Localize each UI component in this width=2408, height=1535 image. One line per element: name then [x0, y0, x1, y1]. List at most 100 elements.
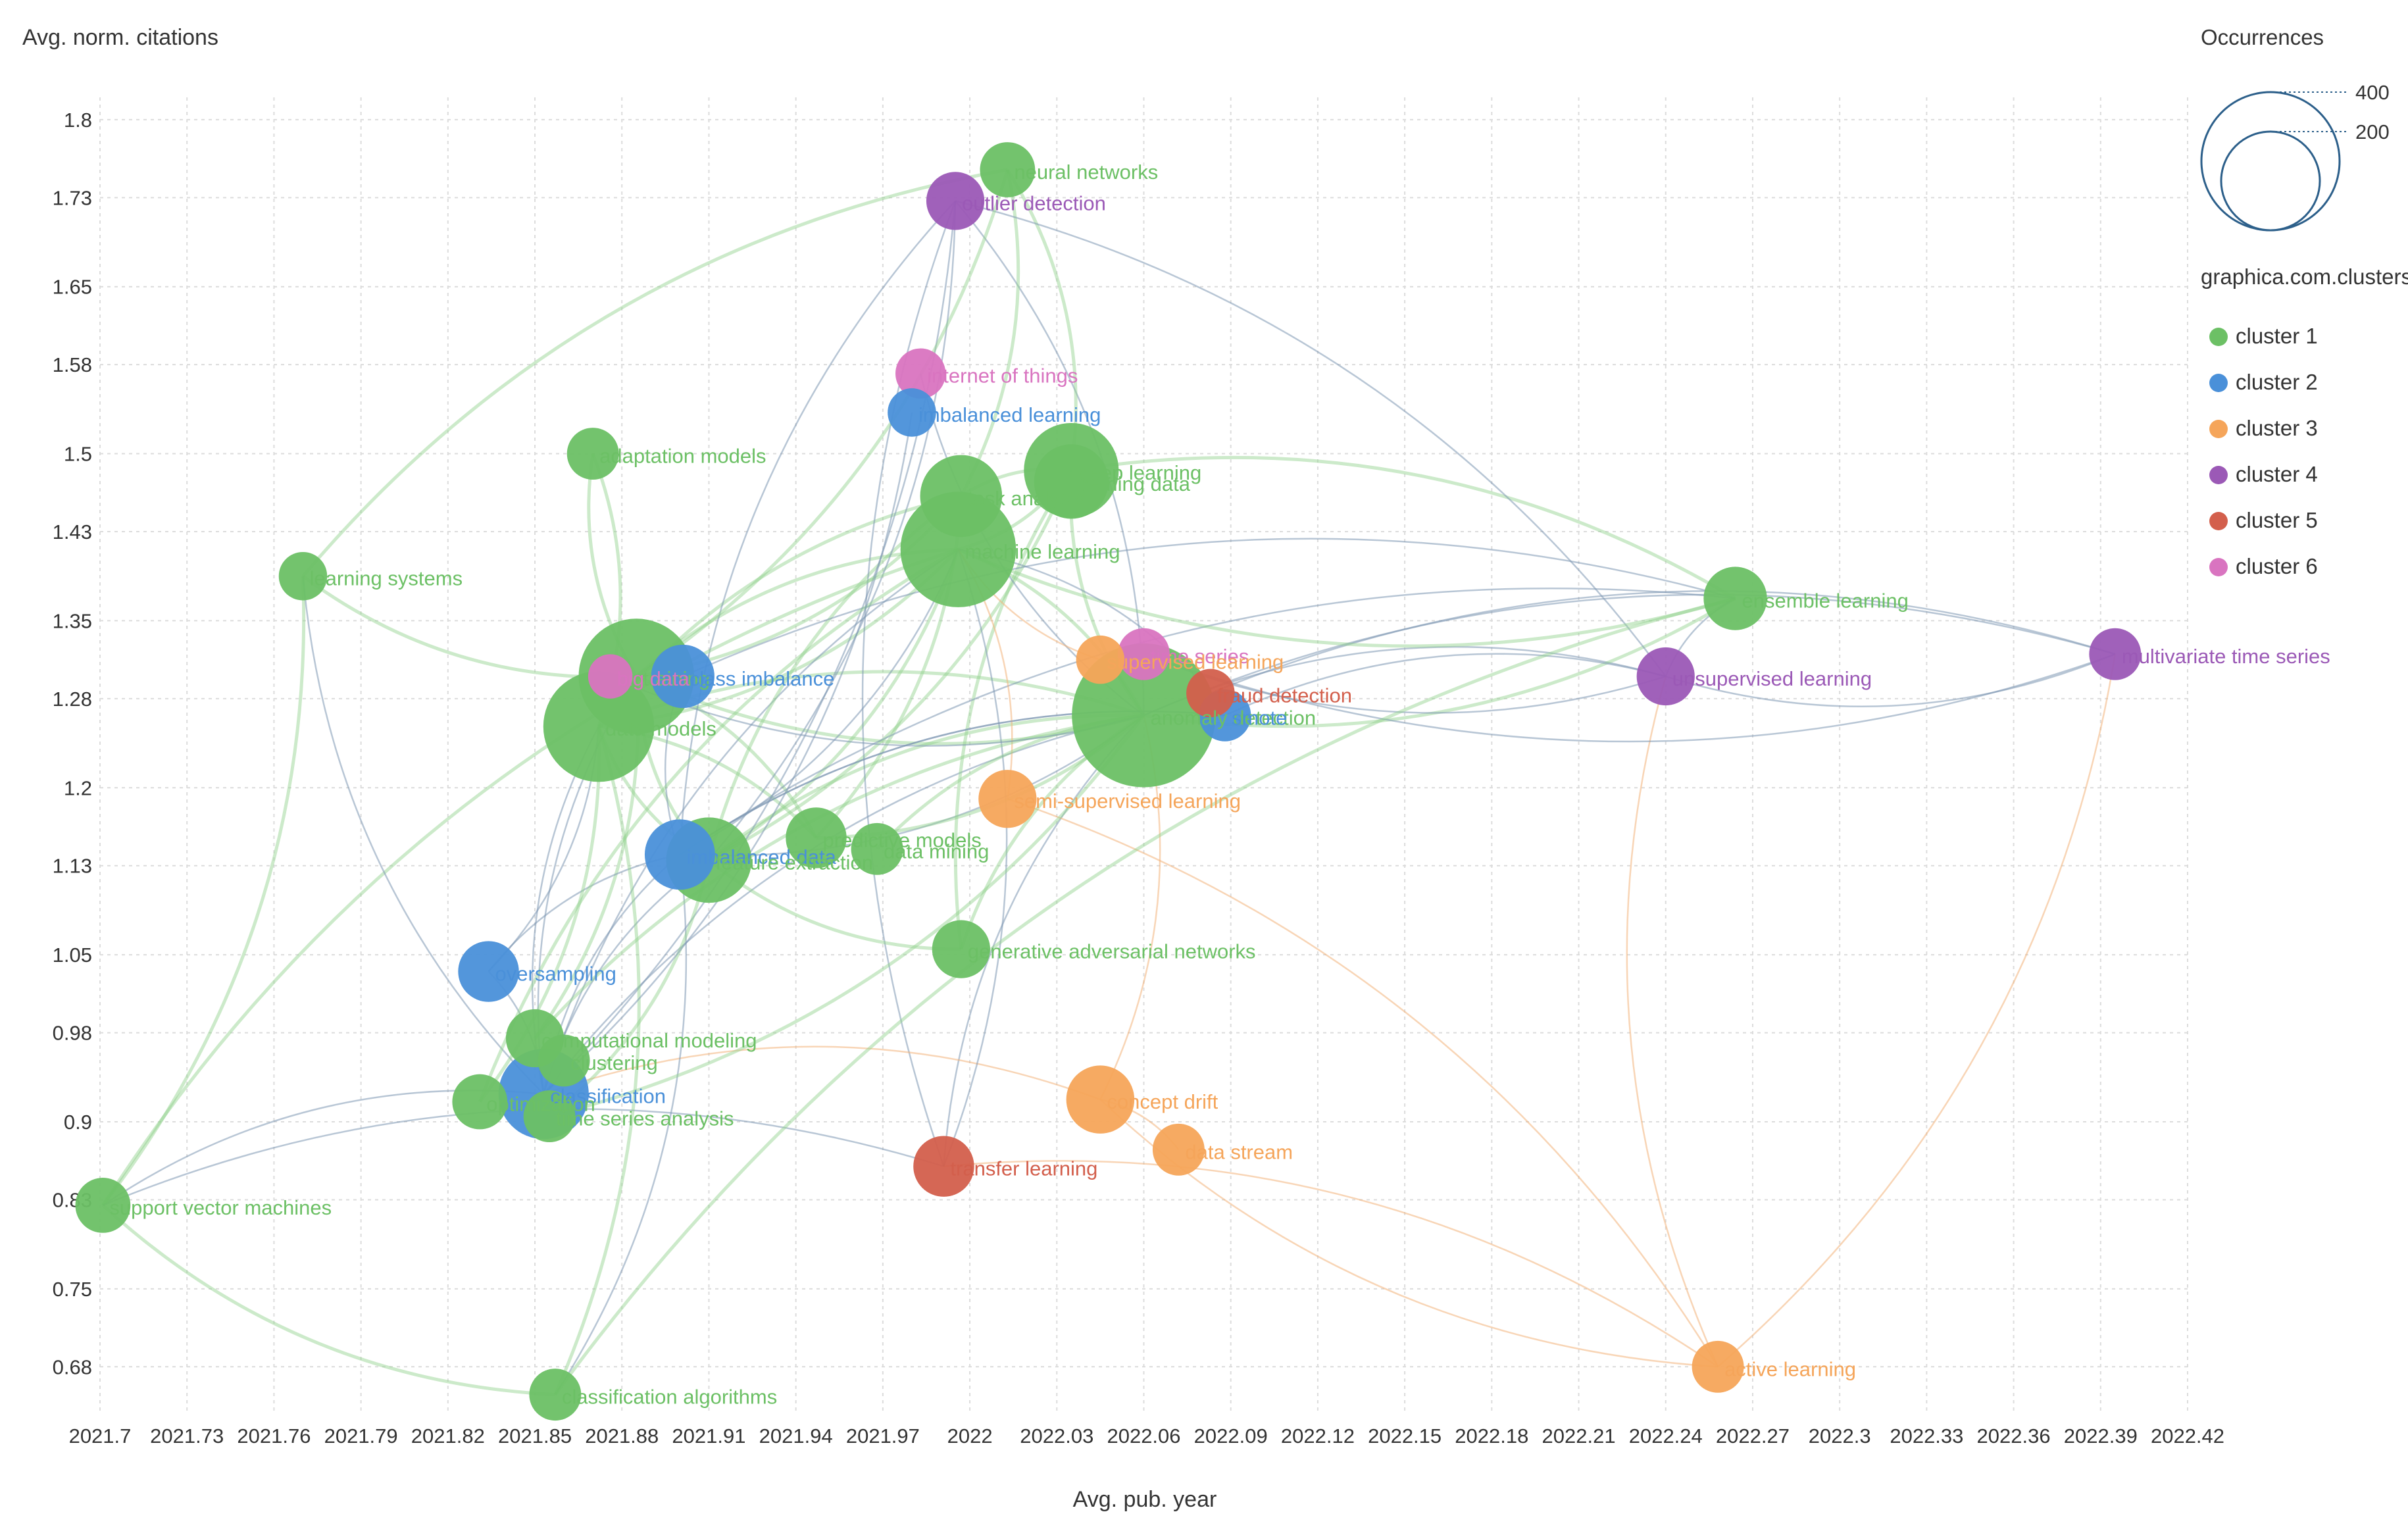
- network-link: [1665, 653, 2116, 707]
- node-label-multivariate-time-series: multivariate time series: [2122, 645, 2330, 668]
- node-internet-of-things[interactable]: [895, 348, 946, 399]
- node-imbalanced-data[interactable]: [644, 819, 715, 890]
- network-link: [553, 726, 641, 1396]
- node-label-imbalanced-learning: imbalanced learning: [918, 403, 1101, 426]
- node-fraud-detection[interactable]: [1186, 668, 1235, 718]
- network-link: [679, 587, 1736, 855]
- network-link: [679, 200, 956, 855]
- network-link: [554, 854, 688, 1396]
- network-link: [708, 469, 1073, 862]
- node-outlier-detection[interactable]: [926, 172, 985, 230]
- y-tick-label: 1.13: [53, 855, 92, 878]
- node-imbalanced-learning[interactable]: [888, 388, 936, 437]
- network-link: [1143, 653, 2116, 743]
- node-oversampling[interactable]: [458, 941, 519, 1002]
- node-optimization[interactable]: [452, 1074, 508, 1130]
- node-predictive-models[interactable]: [786, 807, 847, 868]
- cluster-legend-swatch: [2209, 420, 2228, 438]
- node-neural-networks[interactable]: [980, 142, 1036, 197]
- node-ensemble-learning[interactable]: [1703, 566, 1767, 630]
- x-tick-label: 2022.3: [1809, 1424, 1871, 1447]
- node-concept-drift[interactable]: [1066, 1065, 1135, 1134]
- node-multivariate-time-series[interactable]: [2089, 628, 2142, 680]
- node-time-series[interactable]: [1118, 628, 1170, 680]
- node-support-vector-machines[interactable]: [75, 1178, 131, 1233]
- x-tick-label: 2022.39: [2064, 1424, 2138, 1447]
- network-link: [1224, 653, 1667, 717]
- network-link: [679, 549, 959, 855]
- node-data-mining[interactable]: [851, 822, 903, 875]
- node-clustering[interactable]: [538, 1034, 590, 1087]
- legend: Occurrences 400 200 graphica.com.cluster…: [2200, 25, 2408, 578]
- node-label-smote: smote: [1232, 706, 1287, 729]
- network-link: [943, 1160, 1718, 1368]
- node-label-transfer-learning: transfer learning: [950, 1157, 1097, 1180]
- node-label-learning-systems: learning systems: [309, 567, 463, 590]
- x-tick-label: 2022.24: [1629, 1424, 1703, 1447]
- node-label-machine-learning: machine learning: [965, 540, 1120, 563]
- node-generative-adversarial-networks[interactable]: [932, 920, 990, 978]
- node-learning-systems[interactable]: [278, 551, 328, 601]
- node-task-analysis[interactable]: [920, 455, 1003, 538]
- node-unsupervised-learning[interactable]: [1636, 647, 1695, 706]
- node-training-data[interactable]: [1034, 444, 1109, 519]
- node-label-deep-learning: deep learning: [1078, 461, 1201, 484]
- network-link: [543, 412, 913, 1095]
- cluster-legend-swatch: [2209, 558, 2228, 576]
- network-link: [1070, 455, 1736, 600]
- x-tick-label: 2021.88: [585, 1424, 659, 1447]
- node-data-models[interactable]: [543, 671, 655, 782]
- node-label-support-vector-machines: support vector machines: [109, 1196, 332, 1219]
- network-link: [957, 547, 1736, 648]
- x-tick-label: 2022.21: [1542, 1424, 1616, 1447]
- network-link: [1626, 676, 1719, 1367]
- node-label-clustering: clustering: [570, 1051, 658, 1074]
- node-label-semi-supervised-learning: semi-supervised learning: [1014, 790, 1241, 813]
- node-data-stream[interactable]: [1152, 1123, 1205, 1176]
- node-active-learning[interactable]: [1692, 1340, 1744, 1393]
- node-semi-supervised-learning[interactable]: [978, 770, 1037, 828]
- node-class-imbalance[interactable]: [651, 644, 715, 709]
- node-label-neural-networks: neural networks: [1014, 161, 1158, 184]
- node-classification-algorithms[interactable]: [529, 1369, 582, 1421]
- cluster-legend-label: cluster 5: [2236, 508, 2318, 532]
- network-link: [955, 200, 1667, 677]
- node-label-generative-adversarial-networks: generative adversarial networks: [968, 940, 1256, 963]
- x-tick-label: 2021.82: [411, 1424, 485, 1447]
- network-link: [302, 576, 545, 1095]
- node-big-data[interactable]: [588, 654, 633, 699]
- y-tick-label: 1.58: [53, 353, 92, 376]
- node-adaptation-models[interactable]: [566, 428, 619, 480]
- x-tick-label: 2022.06: [1107, 1424, 1180, 1447]
- node-supervised-learning[interactable]: [1076, 635, 1125, 684]
- node-label-classification-algorithms: classification algorithms: [562, 1386, 777, 1409]
- node-label-concept-drift: concept drift: [1107, 1090, 1218, 1113]
- node-label-imbalanced-data: imbalanced data: [686, 845, 836, 868]
- network-link: [635, 169, 1009, 678]
- x-tick-label: 2021.85: [498, 1424, 572, 1447]
- y-tick-label: 1.5: [64, 443, 92, 466]
- x-tick-label: 2022.03: [1020, 1424, 1093, 1447]
- node-label-oversampling: oversampling: [495, 963, 616, 986]
- network-link: [543, 549, 959, 1095]
- x-tick-label: 2022.27: [1716, 1424, 1790, 1447]
- node-label-fraud-detection: fraud detection: [1217, 684, 1352, 707]
- x-tick-label: 2022: [947, 1424, 993, 1447]
- node-transfer-learning[interactable]: [913, 1136, 974, 1197]
- x-tick-label: 2022.36: [1977, 1424, 2051, 1447]
- node-label-internet-of-things: internet of things: [927, 365, 1078, 388]
- node-label-time-series-analysis: time series analysis: [556, 1107, 734, 1130]
- cluster-legend-title: graphica.com.clusters: [2201, 264, 2408, 289]
- x-tick-label: 2022.12: [1281, 1424, 1355, 1447]
- node-label-active-learning: active learning: [1724, 1357, 1856, 1380]
- node-label-big-data: big data: [617, 667, 690, 690]
- network-nodes: [75, 142, 2142, 1421]
- x-tick-label: 2022.33: [1890, 1424, 1963, 1447]
- y-tick-label: 1.8: [64, 109, 92, 132]
- network-link: [101, 576, 306, 1207]
- node-time-series-analysis[interactable]: [523, 1090, 576, 1142]
- node-label-adaptation-models: adaptation models: [599, 445, 766, 468]
- network-link: [708, 549, 960, 862]
- node-label-ensemble-learning: ensemble learning: [1742, 590, 1909, 613]
